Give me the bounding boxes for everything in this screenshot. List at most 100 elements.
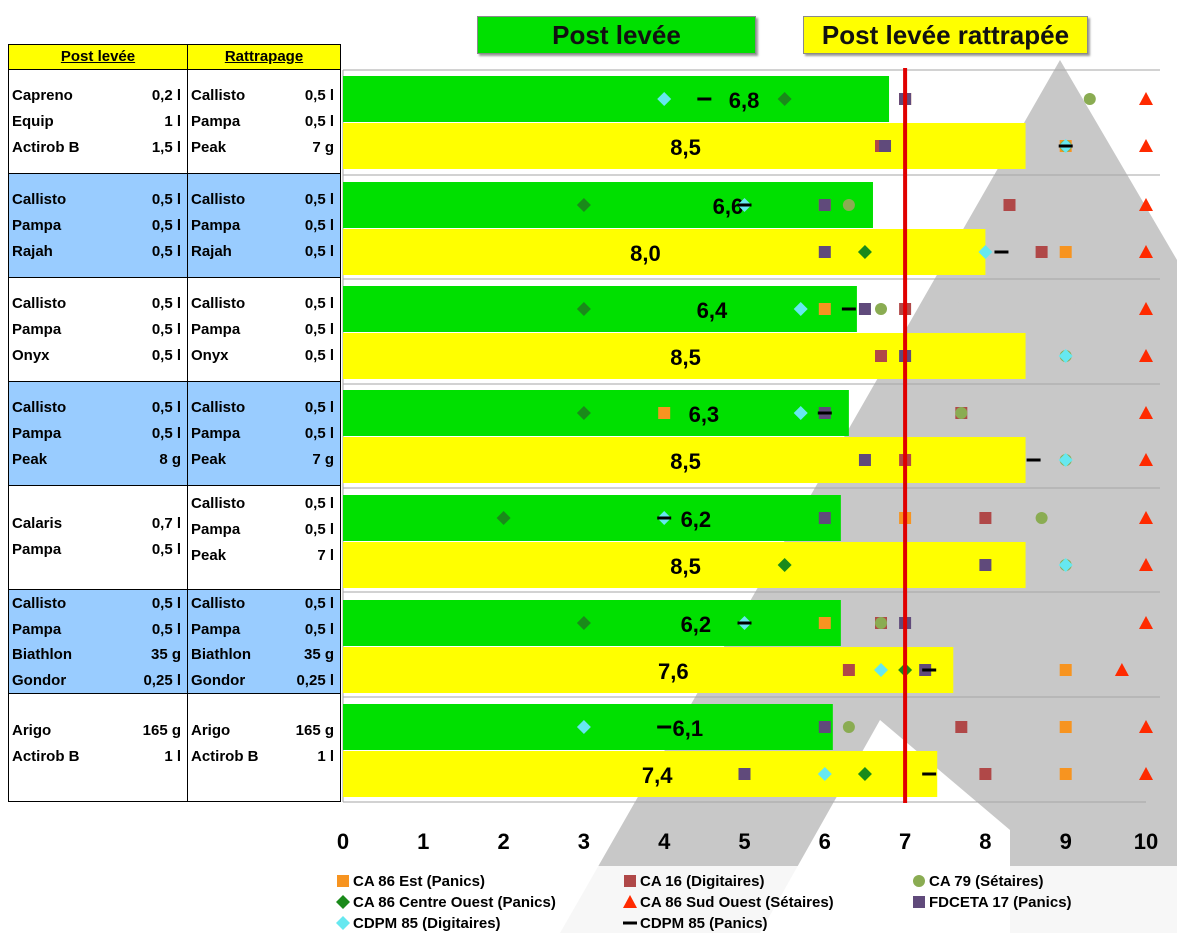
product-dose: 8 g — [159, 451, 181, 468]
data-point — [817, 411, 832, 415]
product-dose: 0,5 l — [151, 399, 181, 416]
legend-entry: CA 16 (Digitaires) — [640, 873, 764, 890]
data-point — [922, 668, 937, 672]
product-dose: 0,5 l — [304, 399, 334, 416]
product-dose: 7 g — [312, 451, 334, 468]
bar-post-levee — [343, 76, 890, 122]
legend-marker — [336, 916, 350, 930]
data-point — [793, 406, 808, 420]
product-dose: 1,5 l — [151, 139, 181, 156]
bar-label-post: 6,3 — [689, 402, 720, 427]
data-point — [1058, 558, 1073, 572]
product-dose: 0,5 l — [304, 321, 334, 338]
group-divider — [9, 173, 340, 174]
product-name: Rajah — [12, 243, 53, 260]
group-divider — [9, 381, 340, 382]
data-point — [994, 250, 1009, 254]
legend-entry: FDCETA 17 (Panics) — [929, 894, 1072, 911]
product-name: Callisto — [191, 191, 246, 208]
data-point — [1139, 198, 1153, 211]
legend-marker — [913, 896, 925, 908]
product-name: Pampa — [191, 321, 241, 338]
product-name: Rajah — [191, 243, 232, 260]
product-name: Gondor — [12, 671, 67, 689]
product-name: Callisto — [191, 87, 246, 104]
product-dose: 0,5 l — [151, 243, 181, 260]
treatment-group — [9, 590, 340, 694]
bar-post-levee — [343, 390, 849, 436]
bar-label-rattrapee: 8,5 — [670, 345, 701, 370]
product-name: Actirob B — [12, 748, 80, 765]
product-name: Arigo — [12, 722, 52, 739]
legend-entry: CA 86 Est (Panics) — [353, 873, 485, 890]
product-dose: 0,5 l — [304, 521, 334, 538]
product-dose: 0,2 l — [151, 87, 181, 104]
data-point — [842, 664, 855, 676]
data-point — [576, 406, 591, 420]
group-divider — [9, 277, 340, 278]
product-dose: 0,5 l — [151, 347, 181, 364]
product-name: Actirob B — [12, 139, 80, 156]
product-dose: 1 l — [164, 748, 181, 765]
bar-rattrapee — [343, 437, 1026, 483]
product-name: Callisto — [191, 595, 246, 612]
data-point — [1059, 664, 1072, 676]
product-name: Callisto — [12, 295, 67, 312]
data-point — [738, 768, 751, 780]
data-point — [842, 199, 855, 211]
data-point — [857, 245, 872, 259]
bar-label-rattrapee: 7,4 — [642, 763, 673, 788]
product-name: Gondor — [191, 671, 246, 689]
product-name: Callisto — [12, 595, 67, 612]
data-point — [817, 767, 832, 781]
data-point — [1139, 349, 1153, 362]
data-point — [1059, 246, 1072, 258]
product-dose: 1 l — [164, 113, 181, 130]
x-tick-label: 1 — [417, 829, 429, 854]
bar-rattrapee — [343, 751, 938, 797]
bar-label-rattrapee: 8,5 — [670, 135, 701, 160]
table-header-row — [9, 45, 340, 70]
data-point — [1035, 246, 1048, 258]
product-dose: 0,5 l — [304, 347, 334, 364]
data-point — [1139, 767, 1153, 780]
product-dose: 0,7 l — [151, 515, 181, 532]
bar-rattrapee — [343, 229, 986, 275]
bar-rattrapee — [343, 123, 1026, 169]
treatment-group — [9, 174, 340, 278]
product-name: Onyx — [191, 347, 229, 364]
data-point — [818, 512, 831, 524]
product-name: Pampa — [191, 620, 241, 638]
data-point — [1058, 349, 1073, 363]
x-tick-label: 2 — [497, 829, 509, 854]
product-name: Peak — [12, 451, 48, 468]
bar-label-rattrapee: 8,5 — [670, 449, 701, 474]
data-point — [737, 621, 752, 625]
product-dose: 7 l — [317, 547, 334, 564]
product-name: Callisto — [191, 295, 246, 312]
group-divider — [9, 693, 340, 694]
bar-post-levee — [343, 182, 873, 228]
bar-label-post: 6,2 — [681, 507, 712, 532]
product-name: Pampa — [191, 425, 241, 442]
data-point — [857, 767, 872, 781]
data-point — [979, 559, 992, 571]
x-tick-label: 10 — [1134, 829, 1158, 854]
product-dose: 0,5 l — [304, 595, 334, 612]
data-point — [657, 725, 672, 729]
legend-marker — [336, 895, 350, 909]
product-dose: 0,5 l — [304, 620, 334, 638]
x-tick-label: 4 — [658, 829, 671, 854]
product-name: Callisto — [191, 399, 246, 416]
data-point — [978, 245, 993, 259]
product-dose: 0,5 l — [151, 595, 181, 612]
data-point — [922, 772, 937, 776]
data-point — [979, 768, 992, 780]
data-point — [1059, 721, 1072, 733]
data-point — [1139, 720, 1153, 733]
product-dose: 35 g — [150, 646, 181, 663]
bar-rattrapee — [343, 333, 1026, 379]
data-point — [858, 454, 871, 466]
product-name: Callisto — [191, 495, 246, 512]
